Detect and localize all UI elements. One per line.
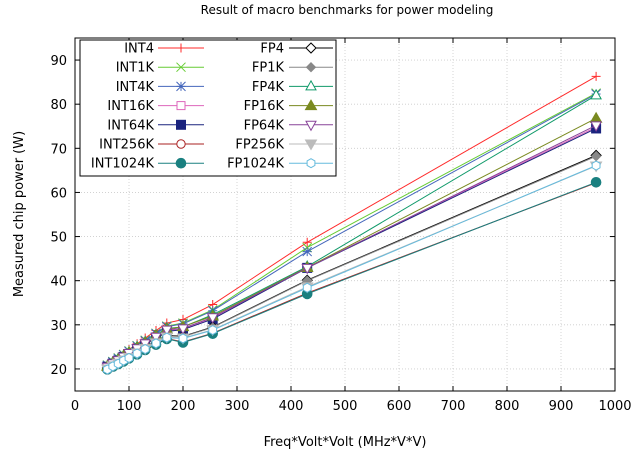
legend-item: INT4 xyxy=(124,42,204,57)
y-tick-label: 60 xyxy=(50,186,67,201)
x-tick-label: 900 xyxy=(549,399,574,414)
x-tick-label: 500 xyxy=(333,399,358,414)
y-tick-label: 70 xyxy=(50,142,67,157)
legend-item: INT4K xyxy=(116,80,204,95)
data-point xyxy=(589,111,603,123)
data-point xyxy=(150,332,162,344)
legend-item: INT16K xyxy=(107,99,204,114)
legend-swatch-marker xyxy=(305,79,317,91)
legend: INT4 INT1K INT4K INT16K INT64K INT256K INT1024… xyxy=(79,39,337,177)
data-point xyxy=(140,344,150,355)
data-point xyxy=(590,121,602,132)
x-tick-label: 400 xyxy=(279,399,304,414)
legend-label: INT256K xyxy=(99,138,154,153)
data-point xyxy=(302,246,313,257)
y-tick-label: 30 xyxy=(50,319,67,334)
legend-swatch-marker xyxy=(176,139,186,149)
legend-label: FP1K xyxy=(252,61,285,76)
data-point xyxy=(590,176,602,188)
legend-item: FP1K xyxy=(252,61,333,76)
series-fp1024k xyxy=(103,160,601,375)
legend-swatch-marker xyxy=(304,99,318,111)
x-tick-label: 800 xyxy=(495,399,520,414)
legend-item: FP256K xyxy=(235,138,333,153)
data-point xyxy=(591,160,601,171)
series-int256k xyxy=(102,178,601,375)
series-fp1k xyxy=(102,151,602,374)
legend-item: FP1024K xyxy=(227,157,333,172)
x-tick-label: 700 xyxy=(441,399,466,414)
data-point xyxy=(302,237,312,247)
data-point xyxy=(162,332,172,343)
y-tick-label: 80 xyxy=(50,98,67,113)
x-tick-label: 100 xyxy=(117,399,142,414)
legend-swatch-marker xyxy=(304,139,318,151)
legend-swatch-marker xyxy=(176,81,186,92)
data-point xyxy=(591,71,601,81)
x-tick-label: 200 xyxy=(171,399,196,414)
data-point xyxy=(177,324,189,335)
chart-title: Result of macro benchmarks for power mod… xyxy=(201,3,494,17)
data-point xyxy=(590,88,602,100)
legend-label: INT1024K xyxy=(91,157,155,172)
x-axis-label: Freq*Volt*Volt (MHz*V*V) xyxy=(264,435,427,450)
legend-box xyxy=(79,39,337,177)
y-tick-label: 20 xyxy=(50,363,67,378)
legend-label: INT4 xyxy=(124,42,154,57)
legend-label: FP256K xyxy=(235,138,284,153)
series-fp256k xyxy=(101,161,603,376)
x-tick-label: 0 xyxy=(71,399,79,414)
legend-label: FP64K xyxy=(244,118,285,133)
data-point xyxy=(178,333,188,344)
legend-swatch-marker xyxy=(176,43,186,53)
x-tick-label: 300 xyxy=(225,399,250,414)
legend-item: INT256K xyxy=(99,138,204,153)
y-axis-label: Measured chip power (W) xyxy=(12,131,27,297)
legend-label: INT4K xyxy=(116,80,155,95)
data-point xyxy=(124,352,134,363)
legend-item: FP4 xyxy=(260,42,333,57)
data-point xyxy=(206,313,219,324)
legend-label: FP16K xyxy=(244,99,285,114)
y-tick-label: 90 xyxy=(50,54,67,69)
legend-item: INT1024K xyxy=(91,157,204,172)
legend-label: FP1024K xyxy=(227,157,284,172)
data-point xyxy=(151,338,161,349)
y-tick-label: 40 xyxy=(50,275,67,290)
legend-swatch-marker xyxy=(306,158,316,169)
data-point xyxy=(208,325,218,336)
legend-item: INT64K xyxy=(107,118,204,133)
x-tick-label: 1000 xyxy=(598,399,631,414)
data-point xyxy=(160,325,173,337)
legend-label: FP4K xyxy=(252,80,285,95)
legend-item: FP64K xyxy=(244,118,333,133)
legend-swatch-marker xyxy=(305,61,317,73)
legend-label: INT64K xyxy=(107,118,154,133)
legend-swatch-marker xyxy=(176,119,186,130)
legend-item: FP4K xyxy=(252,79,333,95)
legend-swatch-marker xyxy=(175,157,187,169)
legend-item: INT1K xyxy=(116,61,204,76)
legend-label: INT1K xyxy=(116,61,155,76)
x-tick-label: 600 xyxy=(387,399,412,414)
series-layer xyxy=(101,71,603,376)
data-point xyxy=(301,263,314,275)
legend-label: FP4 xyxy=(260,42,284,57)
legend-swatch-marker xyxy=(176,62,186,73)
legend-item: FP16K xyxy=(244,99,333,114)
legend-swatch-marker xyxy=(305,42,317,54)
data-point xyxy=(302,282,312,293)
data-point xyxy=(132,348,142,359)
legend-swatch-marker xyxy=(176,101,186,111)
y-tick-label: 50 xyxy=(50,231,67,246)
legend-label: INT16K xyxy=(107,99,154,114)
legend-swatch-marker xyxy=(305,120,317,132)
